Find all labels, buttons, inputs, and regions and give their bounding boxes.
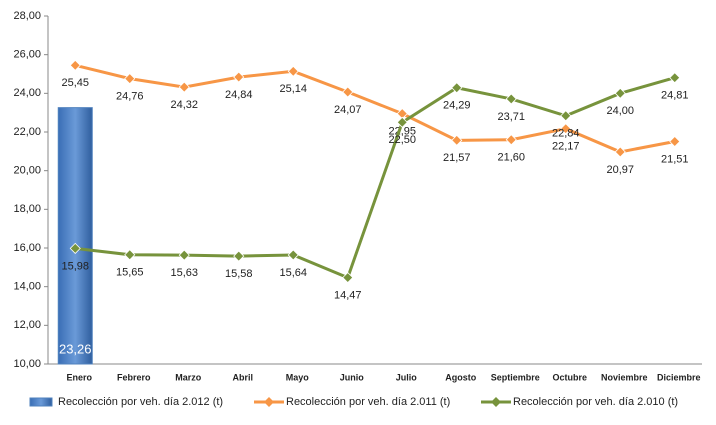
legend-swatch — [29, 397, 53, 407]
data-label: 15,58 — [225, 268, 253, 280]
marker — [124, 249, 136, 261]
y-tick-label: 28,00 — [13, 10, 41, 22]
data-label: 22,95 — [388, 126, 416, 138]
x-tick-label: Enero — [66, 372, 92, 382]
x-tick-label: Octubre — [552, 372, 587, 382]
marker — [451, 82, 463, 94]
y-tick-label: 26,00 — [13, 49, 41, 61]
marker — [233, 250, 245, 262]
legend-label: Recolección por veh. día 2.011 (t) — [286, 396, 450, 408]
marker — [342, 86, 354, 98]
marker — [614, 146, 626, 158]
legend-label: Recolección por veh. día 2.012 (t) — [58, 396, 223, 408]
data-label: 24,81 — [661, 90, 689, 102]
x-tick-label: Septiembre — [491, 372, 540, 382]
x-tick-label: Noviembre — [601, 372, 648, 382]
marker — [560, 110, 572, 122]
data-label: 24,32 — [170, 99, 198, 111]
y-tick-label: 18,00 — [13, 203, 41, 215]
marker — [614, 87, 626, 99]
data-label: 24,07 — [334, 104, 362, 116]
marker — [396, 116, 408, 128]
marker — [287, 249, 299, 261]
legend-label: Recolección por veh. día 2.010 (t) — [513, 396, 678, 408]
data-label: 15,64 — [279, 267, 307, 279]
marker — [124, 73, 136, 85]
y-tick-label: 10,00 — [13, 358, 41, 370]
x-tick-label: Mayo — [286, 372, 310, 382]
marker — [451, 134, 463, 146]
data-label: 20,97 — [606, 164, 634, 176]
legend-marker — [264, 397, 274, 407]
marker — [178, 249, 190, 261]
marker — [287, 65, 299, 77]
data-label: 21,51 — [661, 153, 689, 165]
marker — [69, 242, 81, 254]
data-label: 14,47 — [334, 289, 362, 301]
x-tick-label: Febrero — [117, 372, 151, 382]
y-tick-label: 14,00 — [13, 281, 41, 293]
marker — [178, 81, 190, 93]
x-tick-label: Marzo — [175, 372, 202, 382]
data-label: 22,50 — [388, 134, 416, 146]
x-tick-label: Agosto — [445, 372, 476, 382]
marker — [669, 72, 681, 84]
y-tick-label: 24,00 — [13, 87, 41, 99]
line — [74, 63, 676, 154]
marker — [560, 123, 572, 135]
data-label: 24,29 — [443, 100, 471, 112]
marker — [69, 59, 81, 71]
marker — [233, 71, 245, 83]
data-label: 21,57 — [443, 152, 471, 164]
line — [75, 76, 676, 280]
data-label: 25,45 — [61, 77, 89, 89]
legend-marker — [491, 397, 501, 407]
marker — [342, 272, 354, 284]
x-tick-label: Diciembre — [657, 372, 701, 382]
y-tick-label: 16,00 — [13, 242, 41, 254]
y-tick-label: 22,00 — [13, 126, 41, 138]
marker — [505, 93, 517, 105]
x-tick-label: Abril — [232, 372, 253, 382]
data-label: 25,14 — [279, 83, 307, 95]
y-tick-label: 20,00 — [13, 165, 41, 177]
bar-label: 23,26 — [59, 341, 92, 356]
y-tick-label: 12,00 — [13, 319, 41, 331]
data-label: 22,17 — [552, 141, 580, 153]
x-tick-label: Junio — [340, 372, 365, 382]
x-tick-label: Julio — [396, 372, 418, 382]
data-label: 24,00 — [606, 105, 634, 117]
data-label: 15,63 — [170, 267, 198, 279]
marker — [505, 134, 517, 146]
bar — [57, 107, 93, 365]
data-label: 15,98 — [61, 260, 89, 272]
data-label: 15,65 — [116, 267, 144, 279]
data-label: 21,60 — [497, 152, 525, 164]
data-label: 23,71 — [497, 111, 525, 123]
data-label: 24,76 — [116, 91, 144, 103]
marker — [669, 135, 681, 148]
data-label: 24,84 — [225, 89, 253, 101]
data-label: 22,84 — [552, 128, 580, 140]
